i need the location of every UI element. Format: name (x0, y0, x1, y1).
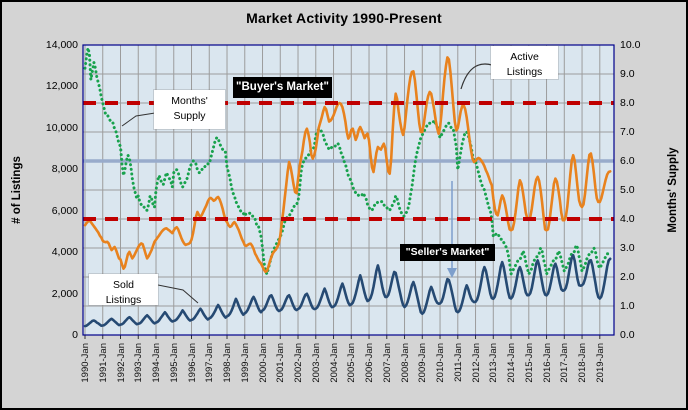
x-tick-label: 1997-Jan (204, 343, 216, 383)
series-months-supply (83, 46, 612, 276)
x-tick-label: 2002-Jan (293, 343, 305, 383)
y-right-tick-label: 4.0 (620, 213, 635, 225)
x-tick-label: 1999-Jan (239, 343, 251, 383)
sold-listings-leader (157, 284, 199, 304)
y-right-tick-label: 2.0 (620, 271, 635, 283)
y-right-tick-label: 3.0 (620, 242, 635, 254)
y-right-tick-label: 10.0 (620, 39, 641, 51)
months-supply-callout-line1: Months' (171, 95, 208, 107)
x-tick-label: 1998-Jan (222, 343, 233, 383)
series-sold-listings (83, 254, 612, 328)
x-tick-label: 2017-Jan (559, 343, 571, 383)
sold-listings-callout-line2: Listings (105, 293, 142, 306)
x-tick-label: 1993-Jan (133, 343, 145, 383)
x-tick-label: 1991-Jan (97, 343, 109, 383)
x-tick-label: 2000-Jan (257, 343, 269, 383)
plot-border (82, 44, 615, 336)
x-tick-label: 2001-Jan (275, 343, 287, 383)
months-supply-callout-line2: Supply (173, 109, 206, 122)
x-tick-label: 2005-Jan (346, 343, 358, 383)
x-tick-label: 1992-Jan (115, 343, 127, 383)
x-tick-label: 1994-Jan (151, 343, 162, 383)
y-left-tick-label: 10,000 (45, 121, 78, 134)
active-listings-callout-line1: Active (510, 51, 539, 63)
x-tick-label: 2011-Jan (452, 343, 464, 382)
y-left-tick-label: 2,000 (51, 287, 78, 300)
y-right-tick-label: 5.0 (620, 184, 635, 196)
sellers-market-flag: "Seller's Market" (400, 244, 495, 261)
chart-title: Market Activity 1990-Present (246, 10, 442, 26)
y-left-tick-label: 4,000 (51, 246, 78, 259)
y-left-tick-label: 6,000 (51, 204, 78, 217)
x-tick-label: 2019-Jan (594, 343, 606, 383)
sold-listings-callout: Sold Listings (89, 274, 158, 306)
sellers-market-arrowhead (447, 268, 457, 278)
x-tick-label: 2007-Jan (381, 343, 393, 383)
series-active-listings (83, 56, 612, 274)
x-tick-label: 1990-Jan (80, 343, 91, 383)
x-tick-label: 2015-Jan (523, 343, 535, 383)
x-tick-label: 2014-Jan (506, 343, 518, 383)
y-left-tick-label: 0 (72, 329, 78, 341)
x-tick-label: 2008-Jan (399, 343, 411, 383)
active-listings-callout-line2: Listings (506, 65, 543, 78)
y-right-tick-label: 6.0 (620, 155, 635, 167)
x-tick-label: 2010-Jan (435, 343, 447, 383)
y-right-tick-label: 0.0 (620, 329, 635, 341)
buyers-market-flag: "Buyer's Market" (233, 77, 332, 98)
y-right-tick-label: 1.0 (620, 300, 635, 312)
y-left-tick-label: 12,000 (45, 80, 78, 93)
x-tick-label: 2004-Jan (328, 343, 340, 383)
x-tick-label: 2016-Jan (541, 343, 553, 383)
x-tick-label: 1996-Jan (186, 343, 198, 383)
active-listings-leader (460, 63, 493, 90)
y-left-tick-label: 14,000 (45, 39, 78, 51)
x-tick-label: 2012-Jan (470, 343, 482, 383)
months-supply-callout: Months' Supply (154, 90, 225, 129)
right-axis-title: Months' Supply (667, 147, 679, 233)
sold-listings-callout-line1: Sold (112, 279, 134, 291)
x-tick-label: 2013-Jan (488, 343, 500, 383)
months-supply-leader (121, 112, 156, 127)
active-listings-callout: Active Listings (491, 46, 558, 79)
x-tick-label: 2009-Jan (417, 343, 429, 383)
y-right-tick-label: 7.0 (620, 126, 635, 138)
x-tick-label: 2003-Jan (310, 343, 322, 383)
x-tick-label: 2006-Jan (364, 343, 376, 383)
x-tick-label: 2018-Jan (577, 343, 589, 383)
y-right-tick-label: 8.0 (620, 97, 635, 109)
x-tick-label: 1995-Jan (168, 343, 180, 383)
y-left-tick-label: 8,000 (51, 163, 78, 176)
y-right-tick-label: 9.0 (620, 68, 635, 80)
